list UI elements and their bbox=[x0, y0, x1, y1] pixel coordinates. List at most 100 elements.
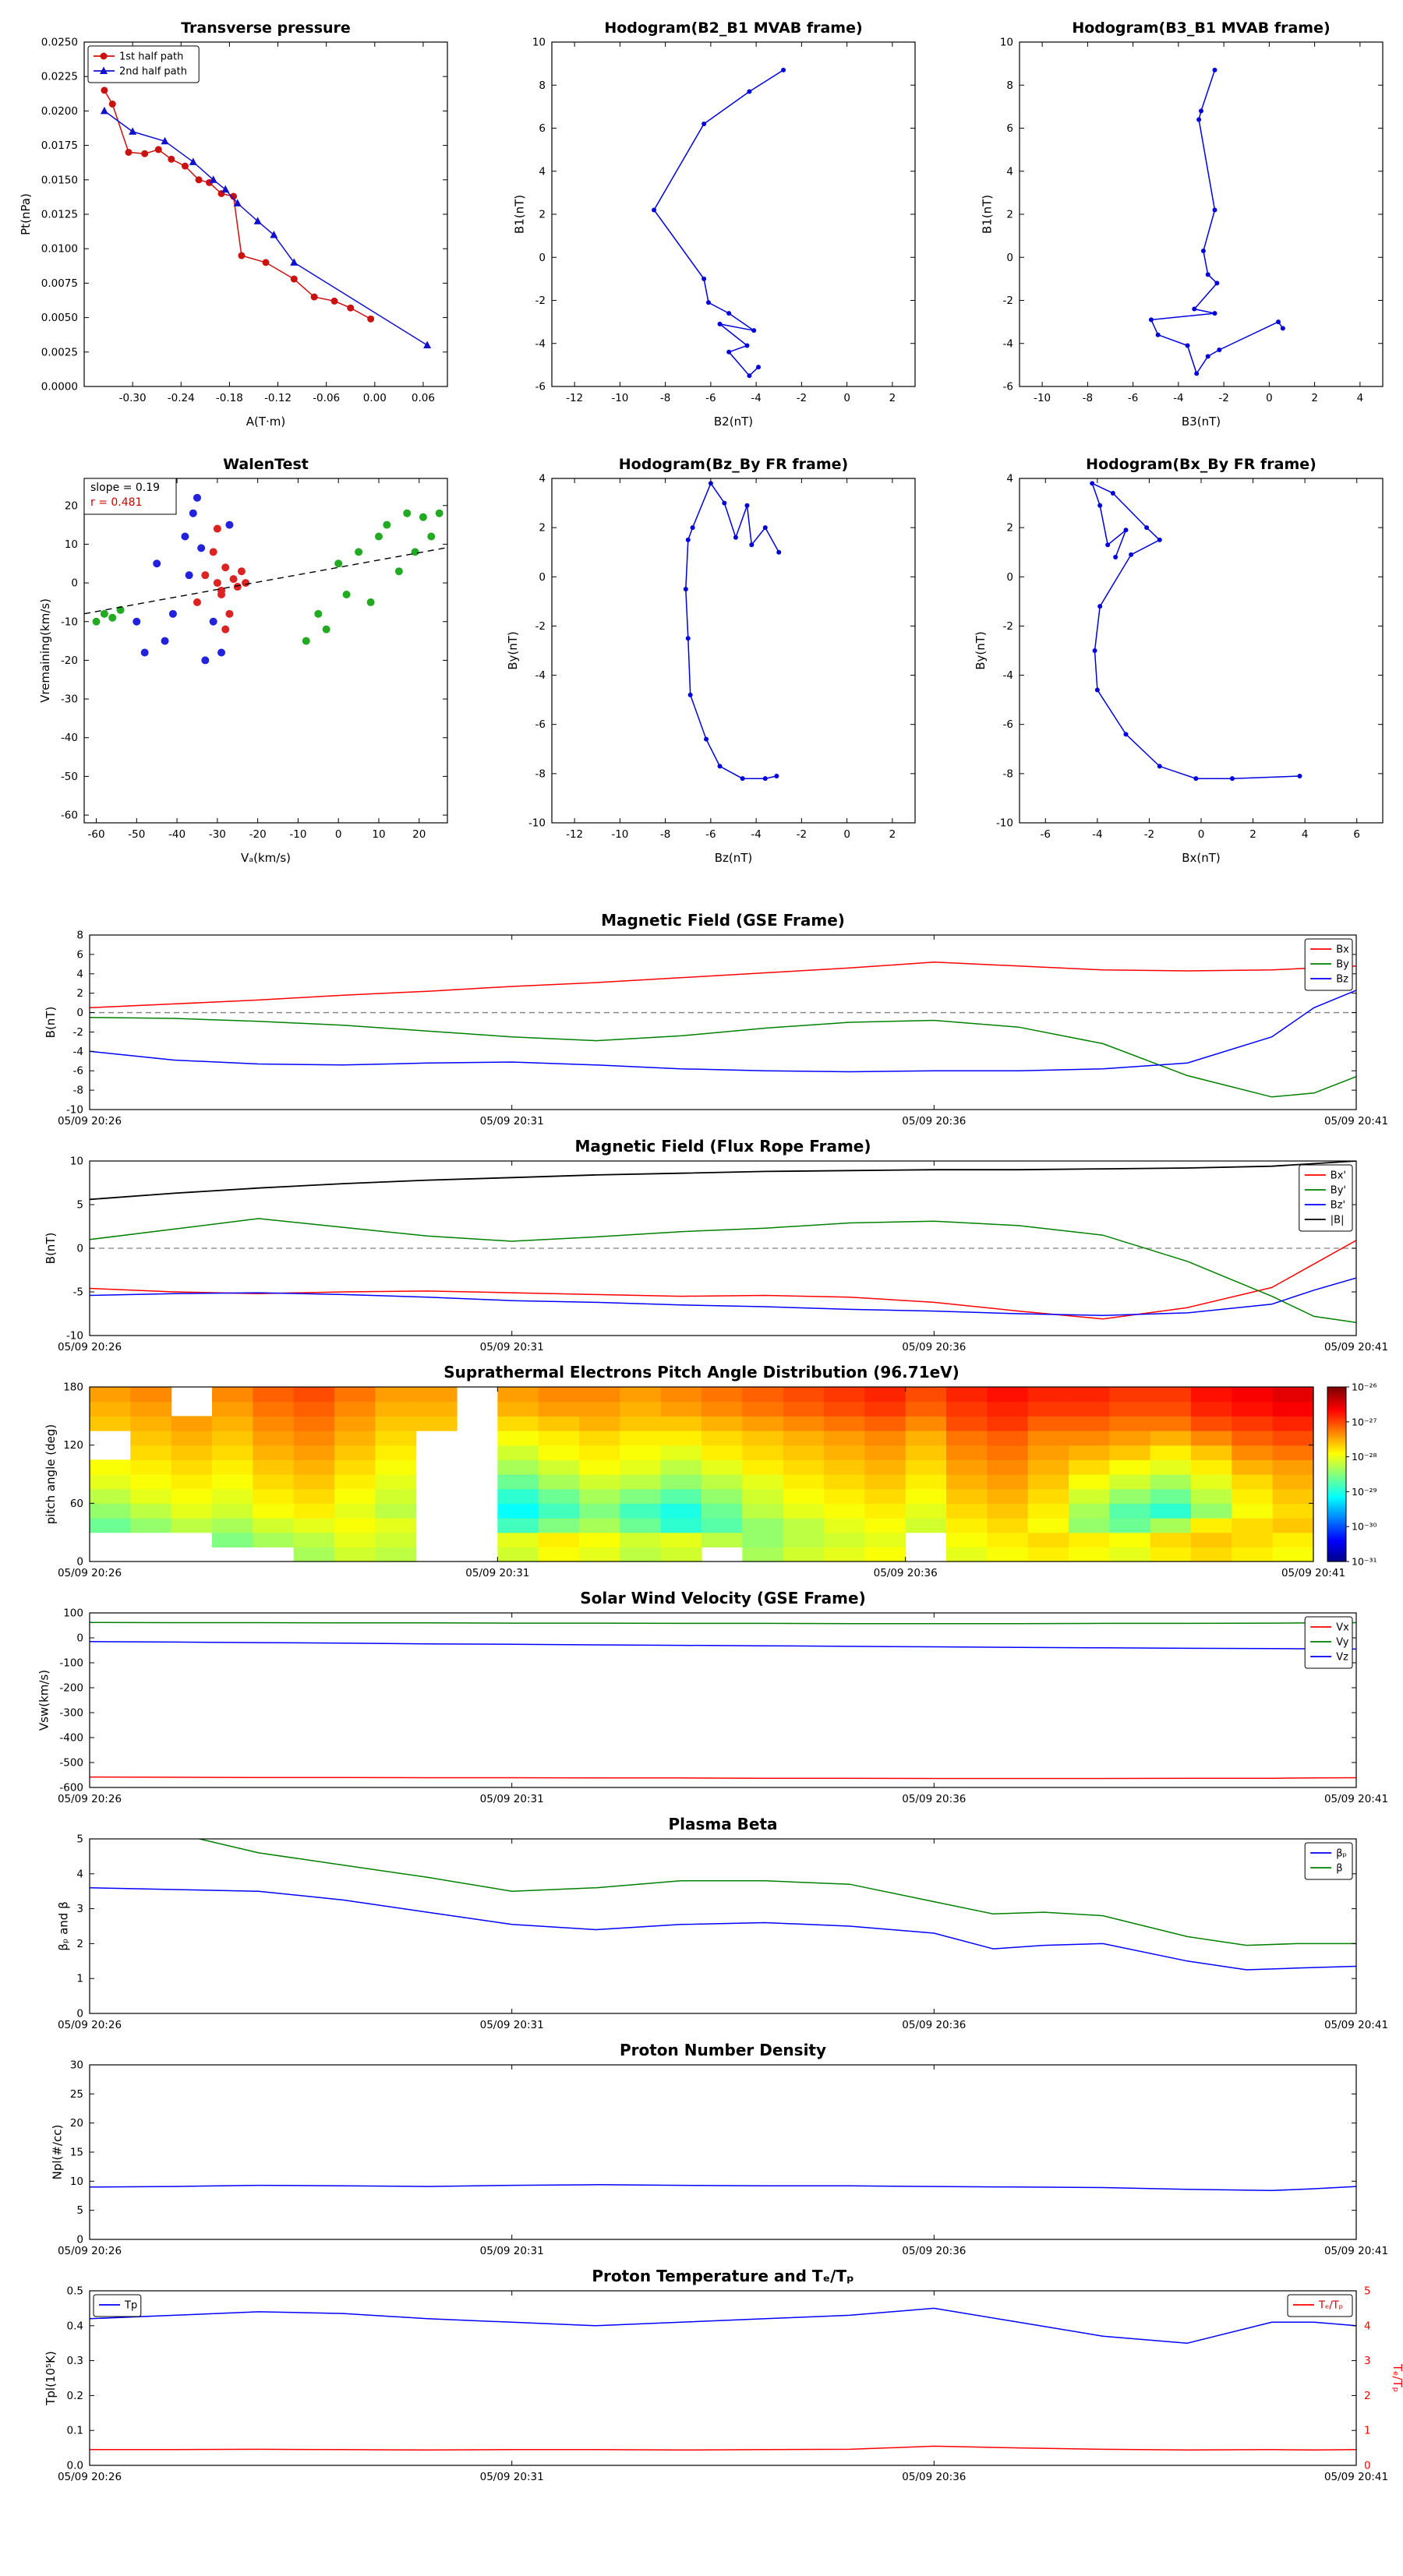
series-by-fr bbox=[90, 1218, 1356, 1323]
chart-proton-number-density: 05/09 20:26 05/09 20:31 05/09 20:36 05/09 2… bbox=[50, 2041, 1388, 2257]
y-axis-label: B(nT) bbox=[44, 1233, 58, 1265]
x-axis-label: Bz(nT) bbox=[715, 851, 753, 865]
series-vy bbox=[90, 1621, 1356, 1625]
y-axis-label: βₚ and β bbox=[57, 1901, 71, 1950]
x-tick-label: 05/09 20:31 bbox=[480, 2471, 544, 2483]
axes-border bbox=[89, 1386, 1314, 1562]
legend-label: 2nd half path bbox=[119, 66, 187, 78]
legend: 1st half path 2nd half path bbox=[87, 45, 200, 83]
y-tick-label: 0.0250 bbox=[41, 37, 78, 49]
y2-axis-label: Tₑ/Tₚ bbox=[1391, 2363, 1403, 2392]
chart-title: Hodogram(B2_B1 MVAB frame) bbox=[604, 19, 862, 37]
series-vx bbox=[90, 1776, 1356, 1780]
x-tick-label: 10 bbox=[372, 828, 385, 841]
y-tick-label: -200 bbox=[59, 1682, 83, 1695]
y-tick-label: -4 bbox=[1003, 337, 1013, 350]
y-tick-label: 1 bbox=[76, 1973, 83, 1985]
chart-title: WalenTest bbox=[223, 456, 309, 473]
colorbar-tick-label: 10⁻³⁰ bbox=[1352, 1521, 1377, 1533]
x-tick-label: 05/09 20:26 bbox=[58, 1793, 122, 1805]
y-tick-label: 0.3 bbox=[67, 2355, 83, 2367]
axes-border bbox=[89, 934, 1357, 1110]
chart-title: Hodogram(B3_B1 MVAB frame) bbox=[1072, 19, 1330, 37]
colorbar-tick-label: 10⁻²⁸ bbox=[1352, 1451, 1377, 1463]
y-tick-label: 10 bbox=[70, 2175, 83, 2188]
y-tick-label: 0.0050 bbox=[41, 312, 78, 324]
y-tick-label: -300 bbox=[59, 1707, 83, 1720]
y-tick-label: 0.0175 bbox=[41, 139, 78, 152]
panel-hodogram-b2-b1: -12 -10 -8 -6 -4 -2 0 2 -6 -4 -2 0 2 4 6 8 10 Hodogram(B2… bbox=[468, 5, 935, 441]
y-tick-label: 0.5 bbox=[67, 2285, 83, 2298]
x-tick-label: 05/09 20:36 bbox=[874, 1567, 938, 1579]
x-tick-label: 4 bbox=[1302, 828, 1309, 841]
legend-label: βₚ bbox=[1336, 1848, 1347, 1860]
series-npl bbox=[90, 2184, 1356, 2192]
annotation-text: r = 0.481 bbox=[90, 496, 142, 509]
series-bz-gse bbox=[90, 990, 1356, 1073]
x-tick-label: 05/09 20:36 bbox=[902, 1115, 966, 1127]
x-tick-label: 05/09 20:26 bbox=[58, 2471, 122, 2483]
chart-transverse-pressure: -0.30 -0.24 -0.18 -0.12 -0.06 0.00 0.06 0.0000 0… bbox=[19, 19, 448, 429]
y-axis-label: Vsw(km/s) bbox=[37, 1670, 51, 1731]
x-tick-label: -10 bbox=[611, 392, 628, 404]
y-tick-label: -600 bbox=[59, 1782, 83, 1794]
chart-hodogram-bx-by: -6 -4 -2 0 2 4 6 -10 -8 -6 -4 -2 0 2 4 Hodogram(Bx_By F… bbox=[974, 456, 1384, 865]
x-tick-label: -6 bbox=[705, 828, 716, 841]
y-tick-label: 2 bbox=[76, 987, 83, 1000]
axes-border bbox=[83, 478, 448, 824]
y-tick-label: -10 bbox=[66, 1330, 83, 1343]
y-tick-label: 20 bbox=[70, 2117, 83, 2130]
y-axis-label: B(nT) bbox=[44, 1007, 58, 1039]
panel-walen-test: -60 -50 -40 -30 -20 -10 0 10 20 20 10 0 -10 -20 -30 -40… bbox=[0, 441, 468, 877]
y-tick-label: -40 bbox=[61, 732, 78, 744]
x-tick-label: 05/09 20:26 bbox=[58, 1567, 122, 1579]
x-tick-label: -0.06 bbox=[313, 392, 340, 404]
y-tick-label: 0.0150 bbox=[41, 174, 78, 186]
x-tick-label: -4 bbox=[1092, 828, 1102, 841]
x-tick-label: 05/09 20:36 bbox=[902, 2019, 966, 2031]
x-tick-label: 0 bbox=[843, 828, 850, 841]
chart-title: Proton Temperature and Tₑ/Tₚ bbox=[592, 2267, 853, 2285]
legend: βₚ β bbox=[1304, 1842, 1353, 1880]
y-tick-label: 8 bbox=[76, 930, 83, 942]
x-tick-label: 6 bbox=[1353, 828, 1360, 841]
x-tick-label: -8 bbox=[1083, 392, 1093, 404]
y-tick-label: 6 bbox=[1006, 122, 1013, 135]
x-tick-label: 05/09 20:36 bbox=[902, 1793, 966, 1805]
y-tick-label: 0.0000 bbox=[41, 381, 78, 393]
axes-border bbox=[89, 1838, 1357, 2014]
axes-border bbox=[551, 41, 916, 387]
x-tick-label: 05/09 20:41 bbox=[1324, 2019, 1388, 2031]
x-tick-label: 05/09 20:31 bbox=[465, 1567, 529, 1579]
x-tick-label: -2 bbox=[797, 828, 807, 841]
chart-plasma-beta: 05/09 20:26 05/09 20:31 05/09 20:36 05/09 2… bbox=[57, 1815, 1388, 2031]
y-tick-label: -8 bbox=[535, 768, 546, 780]
y-tick-label: 0.0075 bbox=[41, 277, 78, 290]
y-tick-label: 20 bbox=[65, 499, 78, 512]
y-tick-label: -20 bbox=[61, 655, 78, 667]
x-tick-label: 4 bbox=[1357, 392, 1364, 404]
y-tick-label: -4 bbox=[535, 337, 546, 350]
chart-title: Plasma Beta bbox=[668, 1815, 777, 1833]
legend-label: Vz bbox=[1336, 1652, 1348, 1664]
chart-magnetic-field-flux-rope: 05/09 20:26 05/09 20:31 05/09 20:36 05/09 2… bbox=[44, 1137, 1388, 1353]
x-tick-label: -12 bbox=[566, 828, 583, 841]
y2-tick-label: 4 bbox=[1364, 2320, 1371, 2332]
x-tick-label: -6 bbox=[1041, 828, 1051, 841]
x-tick-label: -8 bbox=[660, 828, 670, 841]
y-tick-label: 25 bbox=[70, 2088, 83, 2101]
axes-border bbox=[1019, 41, 1384, 387]
x-tick-label: -12 bbox=[566, 392, 583, 404]
legend: Tp bbox=[93, 2294, 142, 2317]
legend-label: 1st half path bbox=[119, 51, 183, 63]
y-tick-label: -2 bbox=[535, 295, 546, 307]
series-bx-fr bbox=[90, 1240, 1356, 1320]
legend: Bx By Bz bbox=[1304, 938, 1353, 991]
panel-magnetic-field-gse: 05/09 20:26 05/09 20:31 05/09 20:36 05/09 2… bbox=[0, 909, 1403, 1134]
x-tick-label: 0.06 bbox=[412, 392, 435, 404]
y-tick-label: 0.0125 bbox=[41, 209, 78, 221]
x-tick-label: 2 bbox=[889, 828, 896, 841]
y-tick-label: 4 bbox=[539, 473, 546, 485]
legend-label: Bz' bbox=[1331, 1200, 1345, 1212]
y-tick-label: 0.0225 bbox=[41, 71, 78, 83]
